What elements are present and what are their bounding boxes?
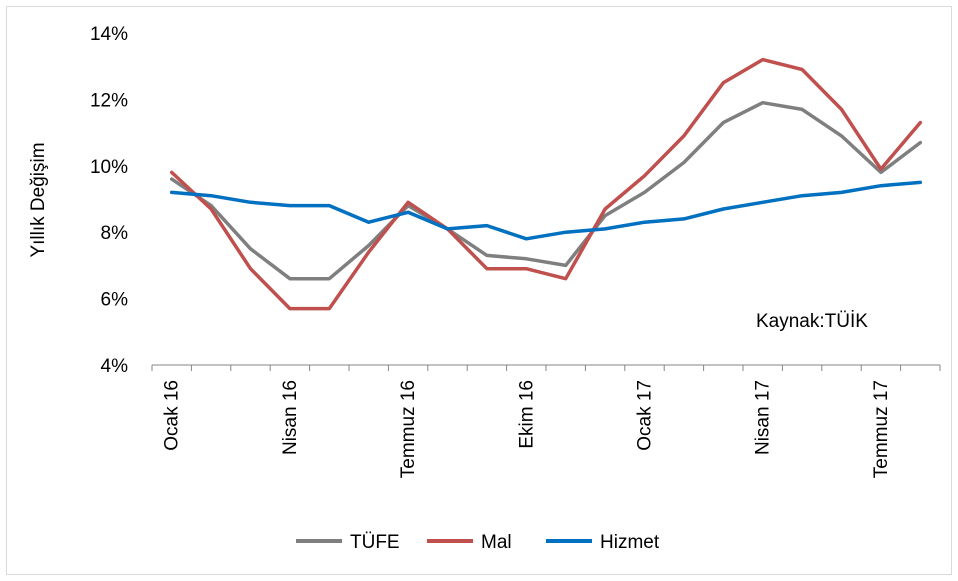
y-tick-label: 10% [90,157,128,178]
x-tick-label: Ocak 16 [162,380,183,451]
legend-label: Hizmet [600,532,660,553]
y-tick-label: 12% [90,90,128,111]
x-tick-label: Nisan 17 [753,380,774,455]
x-tick-label: Temmuz 17 [871,380,892,478]
chart-frame [6,6,952,575]
series-line-tüfe [169,100,923,281]
x-tick-label: Ekim 16 [516,380,537,449]
legend-label: TÜFE [350,532,400,553]
y-axis-label: Yıllık Değişim [28,142,49,257]
series-line-hizmet [169,180,923,241]
source-annotation: Kaynak:TÜİK [756,311,868,332]
y-tick-label: 6% [101,290,129,311]
series-lines [169,57,923,311]
y-axis: 4% 6% 8% 10% 12% 14% [90,24,128,377]
x-tick-label: Ocak 17 [635,380,656,451]
legend-label: Mal [481,532,512,553]
series-line-mal [169,57,923,311]
x-axis: Ocak 16 Nisan 16 Temmuz 16 Ekim 16 Ocak 17 Ni… [151,364,941,478]
legend: TÜFE Mal Hizmet [296,532,660,553]
x-tick-label: Nisan 16 [280,380,301,455]
y-tick-label: 4% [101,356,129,377]
x-tick-label: Temmuz 16 [398,380,419,478]
y-tick-label: 8% [101,223,129,244]
y-tick-label: 14% [90,24,128,45]
